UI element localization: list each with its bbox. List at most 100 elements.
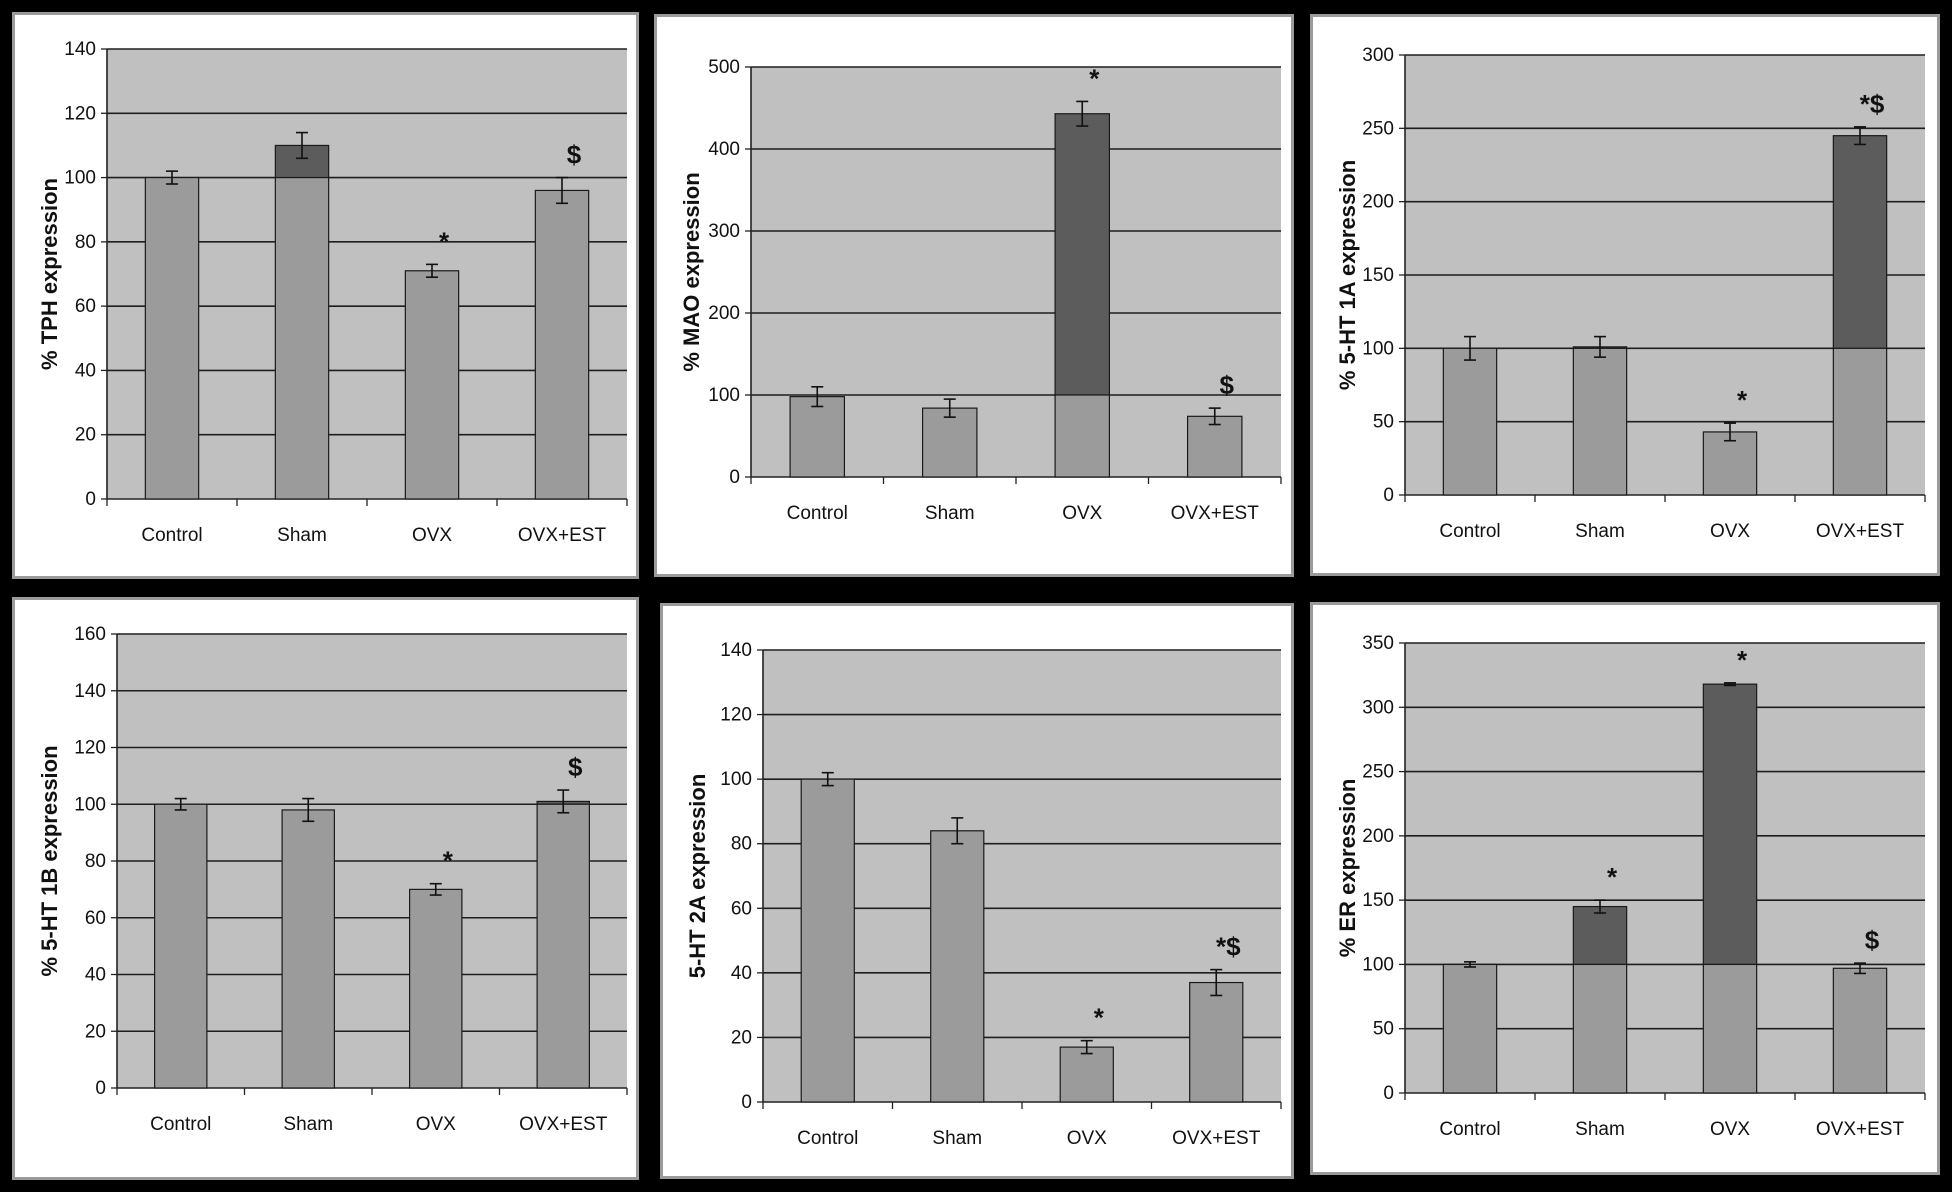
y-tick-label: 100 <box>1362 338 1394 359</box>
y-tick-label: 100 <box>74 794 106 815</box>
error-bar <box>1208 407 1221 426</box>
x-tick-label: Control <box>1439 521 1500 542</box>
y-tick-label: 140 <box>74 681 106 702</box>
error-bar <box>429 882 442 896</box>
y-tick-label: 250 <box>1362 762 1394 783</box>
chart-5ht1b-content: 0 20 40 60 80 100 120 140 160 Control Sham * OVX $ OVX… <box>37 624 628 1135</box>
error-bar <box>951 817 964 845</box>
error-bar <box>1210 968 1223 997</box>
bar <box>154 803 208 1089</box>
error-bar <box>556 176 568 205</box>
bar-upper-segment <box>1572 905 1628 966</box>
y-tick-label: 60 <box>75 296 96 317</box>
y-axis-label: 5-HT 2A expression <box>685 774 710 979</box>
y-tick-label: 120 <box>74 738 106 759</box>
error-bar <box>557 789 570 814</box>
y-axis-label: % 5-HT 1A expression <box>1335 160 1360 390</box>
y-tick-label: 300 <box>1362 697 1394 718</box>
x-tick-label: OVX <box>1710 1119 1750 1140</box>
x-tick-label: OVX+EST <box>1171 503 1260 524</box>
y-axis-label: % TPH expression <box>37 178 62 370</box>
y-tick-label: 0 <box>1383 1083 1394 1104</box>
bar <box>409 888 463 1089</box>
chart-5ht2a: 0 20 40 60 80 100 120 140 Control Sham * OVX *$ OVX+E… <box>685 640 1282 1149</box>
y-tick-label: 400 <box>708 139 740 160</box>
y-tick-label: 50 <box>1373 412 1394 433</box>
y-tick-label: 120 <box>64 103 96 124</box>
chart-5ht2a-content: 0 20 40 60 80 100 120 140 Control Sham * OVX *$ OVX+E… <box>685 640 1282 1149</box>
y-tick-label: 200 <box>708 303 740 324</box>
significance-mark: * <box>1094 1003 1105 1033</box>
error-bar <box>821 771 834 787</box>
chart-er-content: 0 50 100 150 200 250 300 350 Control * Sham * OVX $ OV… <box>1335 633 1926 1140</box>
y-tick-label: 50 <box>1373 1019 1394 1040</box>
bar <box>1702 963 1758 1094</box>
y-tick-label: 0 <box>95 1078 106 1099</box>
y-tick-label: 100 <box>1362 954 1394 975</box>
x-tick-label: Sham <box>277 525 327 546</box>
bar <box>800 778 855 1103</box>
y-tick-label: 140 <box>64 39 96 60</box>
x-tick-label: Sham <box>1575 1119 1625 1140</box>
chart-mao-content: 0 100 200 300 400 500 Control Sham * OVX $ OVX+EST%… <box>679 57 1282 524</box>
y-tick-label: 500 <box>708 57 740 78</box>
y-tick-label: 200 <box>1362 826 1394 847</box>
y-tick-label: 300 <box>708 221 740 242</box>
y-tick-label: 80 <box>85 851 106 872</box>
x-tick-label: Control <box>787 503 848 524</box>
y-tick-label: 120 <box>720 705 752 726</box>
bar <box>1189 981 1244 1103</box>
y-tick-label: 60 <box>85 908 106 929</box>
chart-5ht1b: 0 20 40 60 80 100 120 140 160 Control Sham * OVX $ OVX… <box>37 624 628 1135</box>
x-tick-label: Sham <box>1575 521 1625 542</box>
significance-mark: *$ <box>1860 89 1885 119</box>
x-tick-label: Sham <box>283 1114 333 1135</box>
bar <box>1442 347 1498 496</box>
chart-tph-content: 0 20 40 60 80 100 120 140 Control Sham * OVX $ OVX+ES… <box>37 39 628 546</box>
chart-panel-5ht1b: 0 20 40 60 80 100 120 140 160 Control Sham * OVX $ OVX… <box>12 597 639 1180</box>
error-bar <box>296 131 308 160</box>
bar <box>921 407 978 478</box>
error-bar <box>1080 1039 1093 1055</box>
y-tick-label: 200 <box>1362 192 1394 213</box>
y-tick-label: 20 <box>75 425 96 446</box>
chart-tph: 0 20 40 60 80 100 120 140 Control Sham * OVX $ OVX+ES… <box>37 39 628 546</box>
x-tick-label: Control <box>797 1128 858 1149</box>
bar <box>1059 1046 1114 1103</box>
x-tick-label: OVX+EST <box>1172 1128 1261 1149</box>
y-tick-label: 40 <box>75 360 96 381</box>
y-axis-label: % ER expression <box>1335 779 1360 958</box>
bar <box>1832 967 1888 1094</box>
y-tick-label: 40 <box>85 965 106 986</box>
x-tick-label: Sham <box>932 1128 982 1149</box>
error-bar <box>811 385 824 408</box>
y-tick-label: 160 <box>74 624 106 645</box>
error-bar <box>1724 682 1736 687</box>
x-tick-label: Sham <box>925 503 975 524</box>
chart-er: 0 50 100 150 200 250 300 350 Control * Sham * OVX $ OV… <box>1335 633 1926 1140</box>
error-bar <box>943 398 956 418</box>
significance-mark: *$ <box>1216 932 1241 962</box>
y-axis-label: % MAO expression <box>679 172 704 371</box>
x-tick-label: OVX <box>1710 521 1750 542</box>
bar <box>789 396 846 478</box>
bar <box>404 270 460 500</box>
chart-5ht1a-content: 0 50 100 150 200 250 300 Control Sham * OVX *$ OVX+E… <box>1335 45 1926 542</box>
x-tick-label: OVX+EST <box>518 525 607 546</box>
significance-mark: $ <box>568 752 583 782</box>
error-bar <box>426 263 438 279</box>
bar-upper-segment <box>1832 135 1888 349</box>
y-tick-label: 20 <box>85 1021 106 1042</box>
error-bar <box>166 170 178 185</box>
error-bar <box>1076 100 1089 127</box>
y-tick-label: 250 <box>1362 118 1394 139</box>
significance-mark: $ <box>1220 370 1235 400</box>
chart-panel-5ht1a: 0 50 100 150 200 250 300 Control Sham * OVX *$ OVX+E… <box>1310 14 1940 576</box>
x-tick-label: Control <box>1439 1119 1500 1140</box>
bar-upper-segment <box>1054 113 1111 396</box>
y-tick-label: 350 <box>1362 633 1394 654</box>
error-bar <box>302 797 315 823</box>
y-tick-label: 60 <box>731 898 752 919</box>
significance-mark: * <box>1737 385 1748 415</box>
y-tick-label: 100 <box>708 385 740 406</box>
